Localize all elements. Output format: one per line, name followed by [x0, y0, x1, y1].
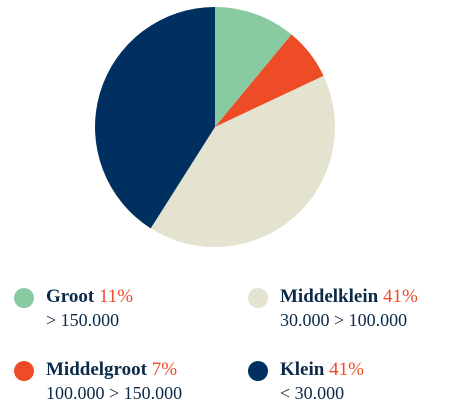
legend-range: > 150.000: [46, 310, 119, 330]
legend-percent: 41%: [329, 359, 364, 380]
legend-name: Middelgroot: [46, 359, 148, 380]
pie-slice: [150, 75, 335, 248]
pie-slice: [95, 7, 215, 229]
legend-swatch: [248, 361, 268, 381]
legend-range: 100.000 > 150.000: [46, 383, 182, 403]
legend-swatch: [14, 288, 34, 308]
legend-percent: 11%: [99, 286, 133, 307]
legend-label: Middelgroot 7%: [46, 359, 177, 380]
legend-percent: 41%: [383, 286, 418, 307]
legend-label: Middelklein 41%: [280, 286, 418, 307]
legend-range: < 30.000: [280, 383, 344, 403]
pie-slice: [215, 34, 324, 128]
legend-name: Middelklein: [280, 286, 379, 307]
legend-range: 30.000 > 100.000: [280, 310, 407, 330]
legend-percent: 7%: [152, 359, 178, 380]
legend-swatch: [14, 361, 34, 381]
legend-name: Klein: [280, 359, 325, 380]
legend-label: Klein 41%: [280, 359, 364, 380]
legend-swatch: [248, 288, 268, 308]
pie-slice: [215, 7, 292, 127]
legend-label: Groot 11%: [46, 286, 133, 307]
legend-name: Groot: [46, 286, 95, 307]
